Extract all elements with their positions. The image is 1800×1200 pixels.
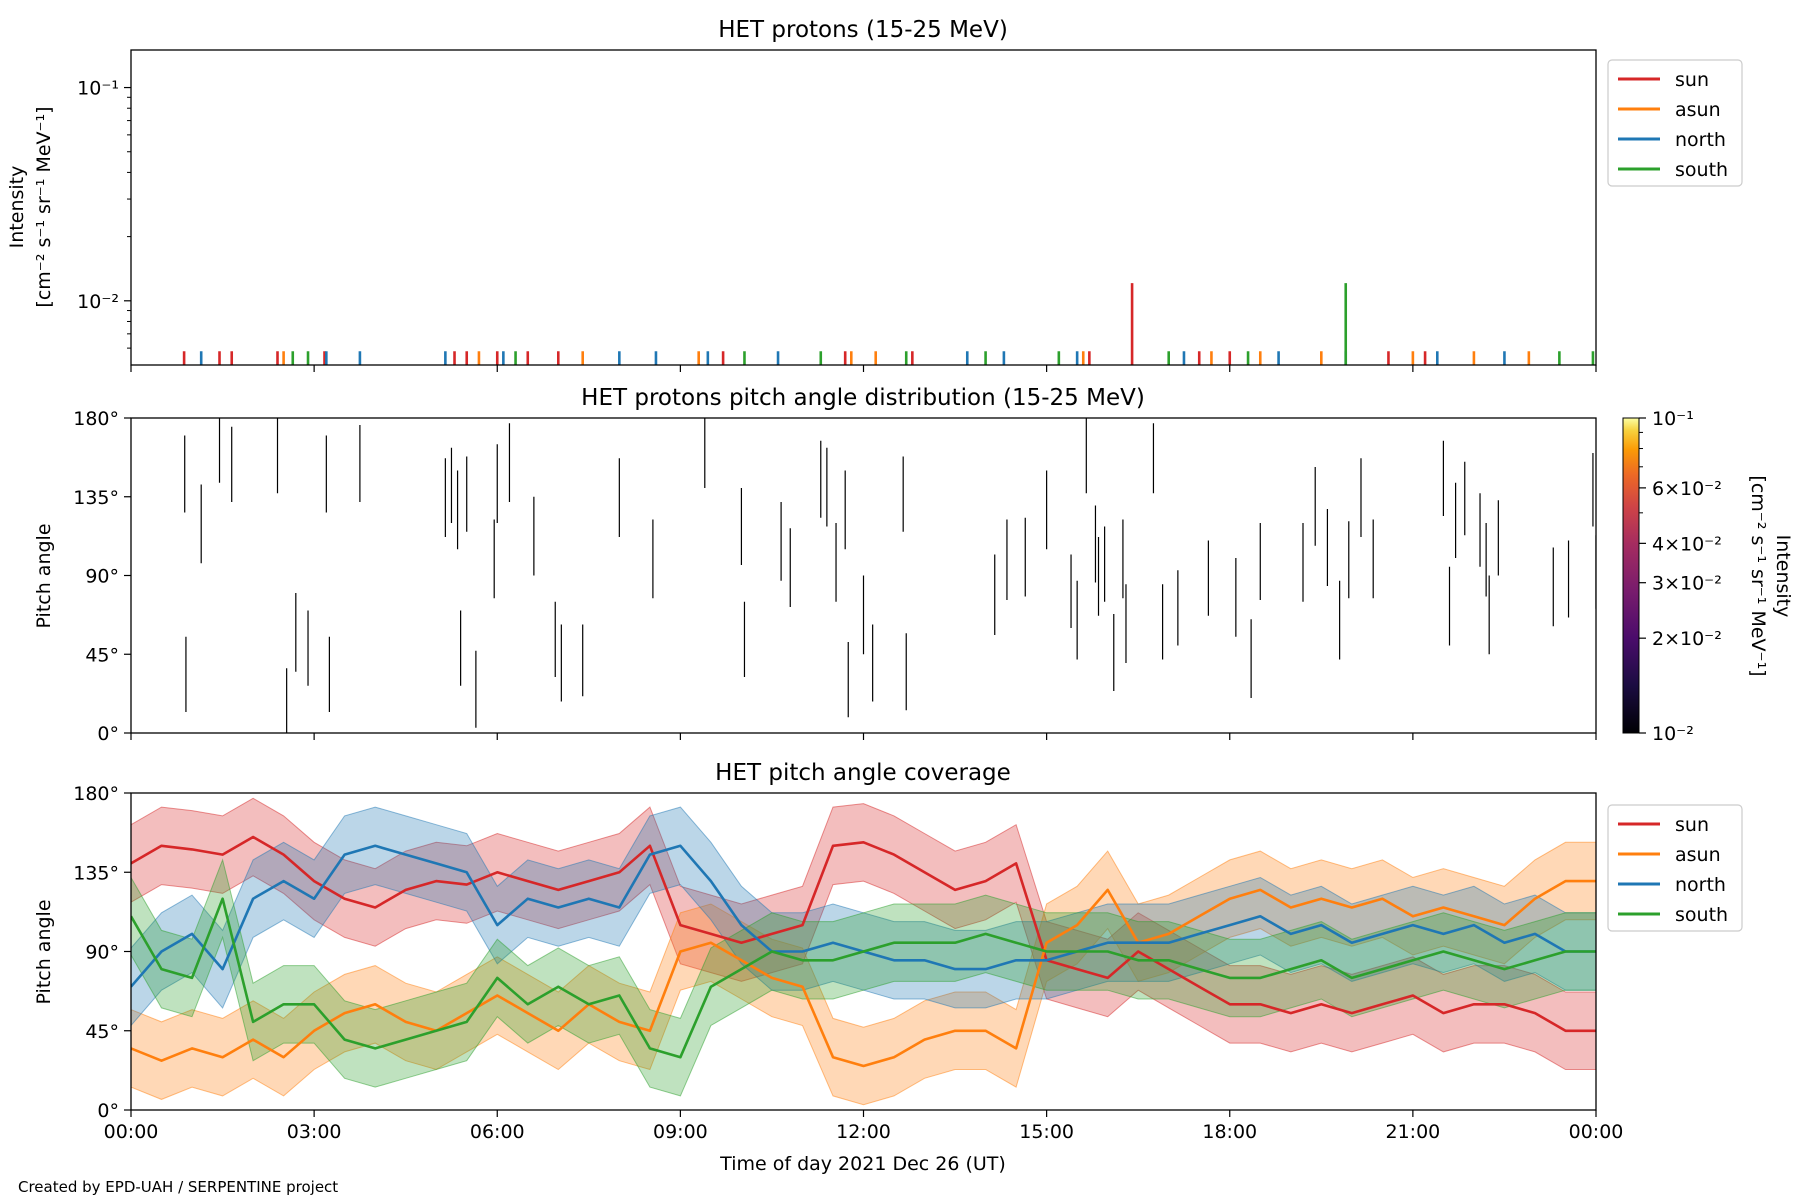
panel2-ylabel: Pitch angle (33, 523, 55, 628)
y-tick-label: 10⁻¹ (77, 78, 119, 100)
x-tick-label: 06:00 (470, 1121, 525, 1143)
y-tick-label: 45° (85, 1021, 119, 1043)
legend-label-north: north (1675, 874, 1726, 896)
y-tick-label: 45° (85, 644, 119, 666)
colorbar-label-line1: Intensity (1772, 535, 1794, 618)
panel3-ylabel: Pitch angle (33, 899, 55, 1004)
y-tick-label: 0° (97, 723, 119, 745)
colorbar-tick-label: 3×10⁻² (1652, 573, 1722, 595)
legend-label-asun: asun (1675, 99, 1721, 121)
coverage-band-asun (131, 841, 1596, 1106)
legend-label-south: south (1675, 159, 1728, 181)
y-tick-label: 135° (73, 487, 119, 509)
panel-pitch-distribution: HET protons pitch angle distribution (15… (33, 385, 1794, 745)
legend-label-asun: asun (1675, 844, 1721, 866)
panel1-title: HET protons (15-25 MeV) (718, 17, 1008, 43)
coverage-line-asun (131, 879, 1596, 1068)
panel1-legend: sun asun north south (1607, 59, 1743, 187)
footer-credit: Created by EPD-UAH / SERPENTINE project (18, 1178, 338, 1196)
y-tick-label: 0° (97, 1100, 119, 1122)
legend-box (1607, 59, 1743, 187)
colorbar-tick-label: 4×10⁻² (1652, 533, 1722, 555)
coverage-band-north (131, 806, 1596, 1027)
x-tick-label: 09:00 (653, 1121, 708, 1143)
y-tick-label: 180° (73, 783, 119, 805)
coverage-band-sun (131, 797, 1596, 1070)
y-tick-label: 90° (85, 942, 119, 964)
x-tick-label: 00:00 (1569, 1121, 1624, 1143)
panel-intensity: HET protons (15-25 MeV) 10⁻¹ 10⁻² Intensi… (6, 17, 1743, 372)
y-tick-label: 90° (85, 566, 119, 588)
colorbar-label-line2: [cm⁻² s⁻¹ sr⁻¹ MeV⁻¹] (1747, 475, 1769, 676)
x-tick-label: 21:00 (1385, 1121, 1440, 1143)
y-tick-label: 10⁻² (77, 291, 119, 313)
panel3-title: HET pitch angle coverage (715, 760, 1011, 786)
coverage-band-south (131, 858, 1596, 1097)
colorbar-tick-label: 10⁻² (1652, 723, 1694, 745)
legend-label-north: north (1675, 129, 1726, 151)
panel3-legend: sun asun north south (1607, 804, 1743, 932)
colorbar-tick-label: 10⁻¹ (1652, 408, 1694, 430)
x-tick-label: 15:00 (1019, 1121, 1074, 1143)
x-tick-label: 03:00 (287, 1121, 342, 1143)
colorbar (1622, 417, 1640, 734)
legend-box (1607, 804, 1743, 932)
y-tick-label: 180° (73, 408, 119, 430)
y-tick-label: 135° (73, 862, 119, 884)
legend-label-south: south (1675, 904, 1728, 926)
coverage-line-sun (131, 835, 1596, 1033)
colorbar-tick-label: 6×10⁻² (1652, 478, 1722, 500)
panel-pitch-coverage: HET pitch angle coverage 0° 45° 90° 135° 180… (33, 760, 1743, 1143)
x-tick-label: 12:00 (836, 1121, 891, 1143)
panel1-frame (130, 49, 1597, 366)
x-tick-label: 00:00 (104, 1121, 159, 1143)
colorbar-tick-label: 2×10⁻² (1652, 628, 1722, 650)
panel2-title: HET protons pitch angle distribution (15… (581, 385, 1145, 411)
legend-label-sun: sun (1675, 814, 1709, 836)
x-axis-label: Time of day 2021 Dec 26 (UT) (719, 1153, 1006, 1175)
x-tick-label: 18:00 (1202, 1121, 1257, 1143)
legend-label-sun: sun (1675, 69, 1709, 91)
panel1-ylabel-line1: Intensity (6, 166, 28, 249)
panel1-ylabel-line2: [cm⁻² s⁻¹ sr⁻¹ MeV⁻¹] (33, 106, 55, 307)
coverage-line-south (131, 897, 1596, 1059)
